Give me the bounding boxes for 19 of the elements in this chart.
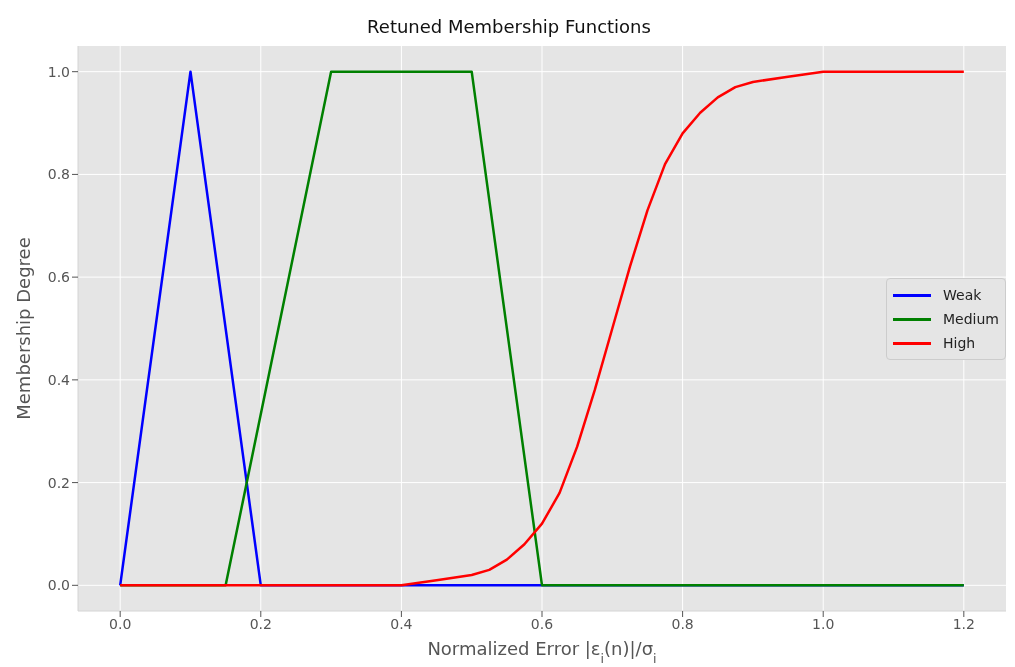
legend-label: Medium: [943, 311, 999, 327]
x-tick-label: 0.0: [109, 615, 132, 632]
chart-title: Retuned Membership Functions: [366, 16, 652, 37]
x-tick-label: 0.6: [530, 615, 554, 632]
y-tick-label: 1.0: [47, 63, 70, 80]
legend-label: Weak: [943, 287, 982, 303]
x-tick-label: 1.0: [812, 615, 835, 632]
x-tick-label: 0.8: [671, 615, 694, 632]
y-tick-label: 0.2: [47, 474, 70, 491]
y-tick-label: 0.4: [47, 371, 71, 388]
legend-label: High: [943, 335, 976, 351]
x-tick-label: 0.4: [390, 615, 413, 632]
y-tick-label: 0.6: [47, 269, 71, 286]
x-tick-label: 1.2: [952, 615, 975, 632]
y-tick-label: 0.8: [47, 166, 70, 183]
y-tick-label: 0.0: [47, 577, 70, 594]
x-axis-title: Normalized Error |ε$_{i}$(n)|/σ$_{i}$: [427, 638, 657, 666]
x-tick-label: 0.2: [249, 615, 272, 632]
y-axis-title: Membership Degree: [13, 237, 34, 420]
